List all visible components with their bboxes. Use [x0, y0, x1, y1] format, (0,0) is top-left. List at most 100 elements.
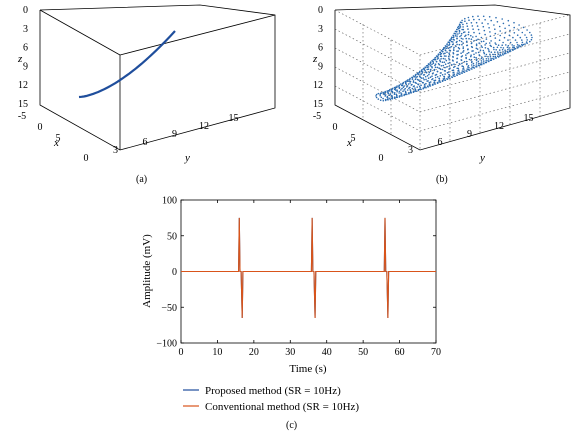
panel-b-point [461, 70, 464, 72]
panel-b-point [420, 73, 422, 76]
panel-b-point [463, 60, 466, 63]
panel-b-point [404, 93, 407, 96]
panel-b-point [480, 56, 483, 58]
panel-b-point [475, 44, 478, 47]
panel-b-point [425, 78, 427, 81]
panel-b-point [418, 80, 421, 82]
panel-b-point [462, 23, 464, 26]
panel-b-point [398, 90, 401, 93]
panel-b-point [468, 19, 470, 22]
panel-a-box [39, 4, 276, 151]
panel-b-point [505, 52, 507, 55]
panel-b-point [382, 99, 385, 102]
panel-b-point [470, 55, 472, 58]
panel-b-point [403, 85, 406, 87]
panel-b-point [421, 72, 423, 74]
panel-b-caption: (b) [436, 174, 448, 185]
panel-b-point [482, 40, 485, 43]
panel-b-point [457, 33, 459, 35]
panel-b-point [494, 51, 496, 53]
panel-b-point [470, 34, 472, 37]
panel-b-point [498, 49, 501, 51]
a-x-tick-label: -5 [18, 111, 26, 122]
panel-b-point [419, 87, 422, 89]
panel-b-point [387, 91, 389, 93]
panel-b-point [504, 27, 506, 30]
panel-b-point [495, 43, 497, 46]
a-z-tick-label: 0 [23, 5, 28, 16]
panel-b-point [475, 65, 477, 68]
panel-b-point [452, 74, 454, 76]
panel-b-point [448, 74, 451, 76]
panel-b-point [404, 87, 407, 90]
b-z-tick-label: 0 [318, 5, 323, 16]
panel-b-point [479, 49, 482, 51]
panel-b-point [513, 45, 515, 47]
panel-b-point [435, 60, 438, 63]
panel-b-point [389, 97, 391, 100]
panel-b-point [380, 92, 383, 94]
panel-b-point [442, 50, 444, 53]
panel-b-point [499, 53, 502, 56]
panel-b-point [452, 69, 455, 71]
panel-b-point [408, 80, 411, 83]
panel-b-point [429, 85, 432, 87]
panel-b-point [461, 43, 463, 46]
panel-b-point [444, 52, 446, 54]
panel-b-point [456, 43, 458, 46]
panel-b-point [453, 49, 455, 52]
panel-b-point [428, 71, 431, 74]
panel-b-point [453, 39, 456, 41]
panel-b-point [463, 69, 465, 71]
panel-b-point [428, 73, 430, 76]
panel-b-point [406, 93, 408, 96]
a-y-tick-label: 0 [84, 153, 89, 164]
panel-b-point [407, 92, 410, 94]
panel-b-point [482, 15, 485, 18]
panel-b-point [387, 99, 389, 101]
panel-b-point [516, 47, 519, 49]
panel-b-point [398, 85, 400, 88]
panel-b-point [470, 22, 473, 24]
a-y-tick-label: 12 [199, 121, 209, 132]
panel-b-point [502, 22, 505, 25]
panel-b-point [447, 62, 450, 65]
panel-b-point [448, 59, 451, 61]
panel-b-point [452, 52, 455, 54]
panel-b-point [465, 57, 468, 60]
panel-b-point [484, 33, 486, 36]
panel-b-point [423, 85, 426, 87]
panel-b-point [409, 77, 411, 80]
a-z-tick-label: 6 [23, 43, 28, 54]
panel-b-point [425, 86, 427, 89]
panel-b-point [480, 36, 483, 39]
panel-b-point [483, 29, 486, 32]
panel-b-point [401, 87, 403, 90]
panel-b-point [396, 96, 399, 99]
panel-b-point [478, 65, 481, 67]
panel-b-point [406, 79, 409, 81]
panel-b-point [445, 59, 448, 62]
panel-b-point [462, 50, 465, 52]
panel-b-point [432, 62, 435, 65]
panel-b-point [475, 64, 478, 66]
panel-b-point [418, 75, 421, 78]
a-y-tick-label: 9 [172, 129, 177, 140]
panel-b-point [449, 61, 451, 64]
panel-b-point [521, 31, 524, 34]
panel-b-point [519, 45, 522, 48]
panel-b-point [401, 83, 404, 85]
panel-b-point [446, 66, 448, 68]
b-z-tick-label: 3 [318, 24, 323, 35]
panel-b-point [456, 61, 458, 63]
panel-b-point [443, 53, 445, 55]
panel-b-point [429, 81, 432, 83]
panel-b-point [429, 68, 432, 71]
panel-b-point [458, 43, 461, 46]
panel-b-point [431, 75, 433, 77]
panel-b-point [402, 86, 405, 88]
panel-b-point [473, 31, 475, 34]
panel-b-point [439, 68, 442, 70]
panel-b-point [470, 42, 473, 45]
panel-b-point [526, 42, 528, 45]
